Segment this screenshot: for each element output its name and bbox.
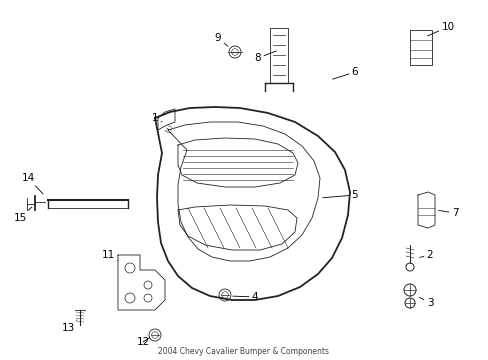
Text: 2: 2 (419, 250, 432, 260)
Text: 14: 14 (21, 173, 43, 194)
Text: 1: 1 (151, 113, 162, 123)
Text: 8: 8 (254, 51, 276, 63)
Text: 2004 Chevy Cavalier Bumper & Components: 2004 Chevy Cavalier Bumper & Components (158, 347, 329, 356)
Text: 9: 9 (214, 33, 227, 46)
Text: 15: 15 (13, 207, 32, 223)
Text: 11: 11 (101, 250, 117, 261)
Text: 5: 5 (322, 190, 358, 200)
Text: 7: 7 (438, 208, 457, 218)
Text: 13: 13 (61, 320, 77, 333)
Bar (269, 28, 287, 83)
Text: 12: 12 (136, 337, 149, 347)
Text: 10: 10 (427, 22, 454, 36)
Text: 6: 6 (332, 67, 358, 79)
Text: 3: 3 (419, 297, 432, 308)
Bar (409, 30, 431, 65)
Text: 4: 4 (232, 292, 258, 302)
